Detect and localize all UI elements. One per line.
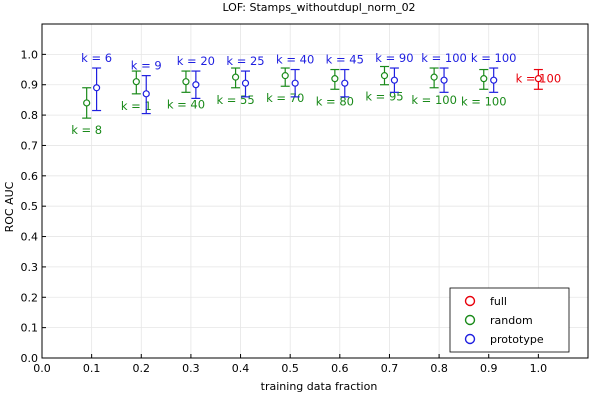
k-label: k = 95 (365, 90, 403, 104)
data-point (291, 79, 299, 87)
legend-label-full: full (490, 295, 507, 308)
k-label: k = 25 (226, 54, 264, 68)
data-point (182, 78, 190, 86)
x-axis-label: training data fraction (261, 380, 378, 393)
x-tick-label: 0.9 (480, 362, 498, 375)
k-label: k = 40 (167, 97, 205, 111)
k-label: k = 80 (316, 94, 354, 108)
x-tick-label: 0.2 (133, 362, 151, 375)
k-label: k = 100 (516, 72, 562, 86)
data-point (490, 76, 498, 84)
x-tick-label: 1.0 (530, 362, 548, 375)
data-point (231, 73, 240, 81)
data-point (380, 72, 389, 80)
y-tick-label: 1.0 (21, 48, 39, 61)
k-label: k = 100 (421, 51, 467, 65)
x-tick-label: 0.3 (182, 362, 200, 375)
legend-marker-random (464, 314, 476, 326)
y-tick-label: 0.7 (21, 139, 39, 152)
k-label: k = 55 (216, 93, 254, 107)
data-point (534, 75, 542, 83)
x-tick-label: 0.5 (281, 362, 299, 375)
k-label: k = 8 (71, 123, 102, 137)
k-label: k = 100 (461, 94, 507, 108)
legend-label-prototype: prototype (490, 333, 544, 346)
k-label: k = 45 (326, 53, 364, 67)
k-label: k = 100 (411, 93, 457, 107)
data-point (390, 76, 399, 84)
legend-marker-prototype (464, 333, 476, 345)
data-point (83, 99, 91, 107)
data-point (92, 84, 101, 92)
series-random: k = 8 k = 1 k = 40 k = 55 k = 70 k = 80 k = 95… (71, 65, 507, 137)
x-tick-label: 0.8 (430, 362, 448, 375)
data-point (192, 81, 200, 89)
x-tick-label: 0.7 (381, 362, 399, 375)
y-tick-label: 0.8 (21, 109, 39, 122)
data-point (430, 73, 438, 81)
y-tick-label: 0.6 (21, 170, 39, 183)
x-tick-label: 0.0 (33, 362, 51, 375)
data-point (331, 75, 339, 83)
series-full: k = 100 (516, 68, 562, 90)
k-label: k = 6 (81, 51, 112, 65)
y-tick-label: 0.4 (21, 231, 39, 244)
k-label: k = 9 (131, 59, 162, 73)
y-tick-label: 0.0 (21, 352, 39, 365)
x-tick-label: 0.6 (331, 362, 349, 375)
k-label: k = 100 (471, 51, 517, 65)
y-axis-label: ROC AUC (3, 181, 16, 232)
k-label: k = 20 (177, 54, 215, 68)
axis-ticks: 0.0 0.1 0.2 0.3 0.4 0.5 0.6 0.7 0.8 0.9 1.0 0.0 0.1 0… (21, 48, 548, 375)
k-label: k = 70 (266, 91, 304, 105)
legend-marker-full (464, 295, 476, 307)
y-tick-label: 0.2 (21, 291, 39, 304)
k-label: k = 1 (121, 99, 152, 113)
series-prototype: k = 6 k = 9 k = 20 k = 25 k = 40 k = 45 k = 90… (81, 51, 517, 115)
data-point (132, 78, 140, 86)
y-tick-label: 0.1 (21, 322, 39, 335)
legend: full random prototype (449, 287, 570, 353)
data-point (142, 90, 150, 98)
data-point (480, 75, 488, 83)
k-label: k = 90 (375, 51, 413, 65)
chart-title: LOF: Stamps_withoutdupl_norm_02 (222, 1, 415, 14)
legend-label-random: random (490, 314, 533, 327)
y-tick-label: 0.5 (21, 200, 39, 213)
y-tick-label: 0.3 (21, 261, 39, 274)
x-tick-label: 0.1 (83, 362, 101, 375)
data-point (341, 79, 349, 87)
data-point (281, 72, 289, 80)
plot-frame (41, 23, 589, 359)
x-tick-label: 0.4 (232, 362, 250, 375)
k-label: k = 40 (276, 53, 314, 67)
y-tick-label: 0.9 (21, 79, 39, 92)
data-point (440, 76, 448, 84)
data-point (241, 79, 250, 87)
